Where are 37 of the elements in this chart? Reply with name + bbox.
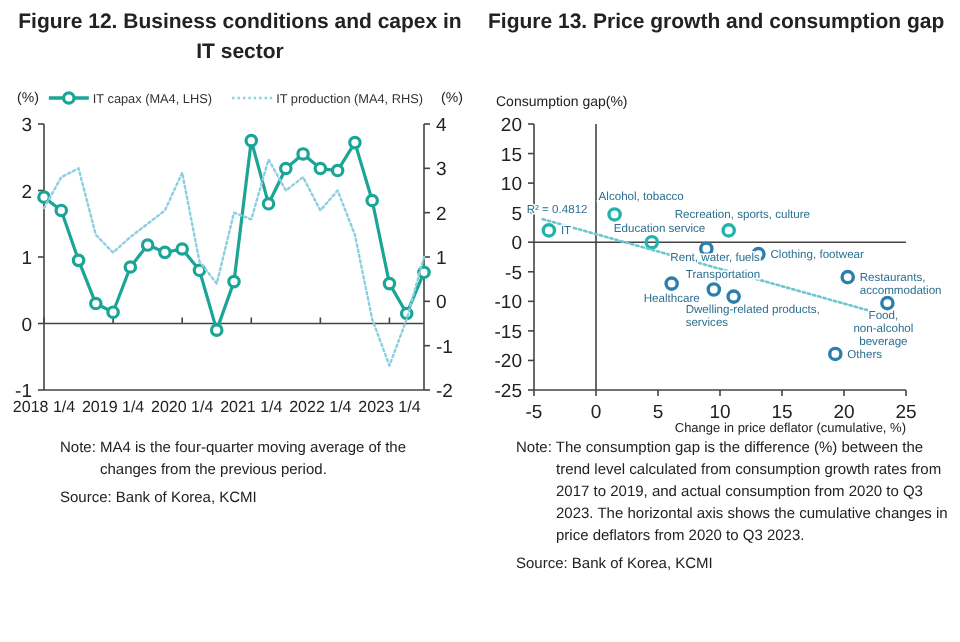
y2-tick-label: 3 (436, 159, 447, 182)
y2-tick-label: 4 (436, 115, 447, 137)
y-tick-label: -1 (15, 381, 32, 403)
y2-tick-label: 0 (436, 292, 447, 315)
x-tick-label: 5 (652, 402, 664, 424)
y-tick-label: 20 (500, 115, 522, 137)
y-tick-label: 1 (21, 248, 32, 270)
y-tick-label: -15 (494, 321, 522, 344)
y-tick-label: 5 (511, 203, 522, 226)
y-tick-label: 0 (511, 233, 522, 256)
x-tick-label: 2022 1/4 (289, 398, 353, 416)
x-tick-label: 2019 1/4 (81, 398, 146, 416)
y-tick-label: 2 (21, 181, 32, 204)
y-tick-label: 0 (21, 314, 32, 337)
y2-tick-label: -2 (436, 381, 453, 403)
x-tick-label: -5 (525, 402, 543, 424)
y2-tick-label: 1 (436, 248, 447, 270)
x-tick-label: 2018 1/4 (12, 398, 77, 416)
y-tick-label: -10 (494, 292, 522, 315)
x-tick-label: 20 (833, 402, 855, 424)
y2-tick-label: -1 (436, 336, 453, 359)
x-tick-label: 15 (771, 402, 793, 424)
y-tick-label: 10 (500, 174, 522, 197)
x-tick-label: 2020 1/4 (151, 398, 215, 416)
x-tick-label: 2023 1/4 (358, 398, 422, 416)
x-tick-label: 2021 1/4 (220, 398, 284, 416)
y-tick-label: -25 (494, 381, 522, 403)
y-tick-label: -20 (494, 351, 522, 374)
x-tick-label: 0 (590, 402, 602, 424)
x-tick-label: 10 (709, 402, 731, 424)
chart-title: Figure 12. Business conditions and capex in IT sector (18, 10, 462, 64)
y-tick-label: 15 (500, 144, 522, 167)
y-tick-label: -5 (505, 262, 522, 285)
y2-tick-label: 2 (436, 203, 447, 226)
x-tick-label: 25 (895, 402, 917, 424)
chart-title: Figure 13. Price growth and consumption gap (488, 10, 945, 34)
y-tick-label: 3 (21, 115, 32, 137)
